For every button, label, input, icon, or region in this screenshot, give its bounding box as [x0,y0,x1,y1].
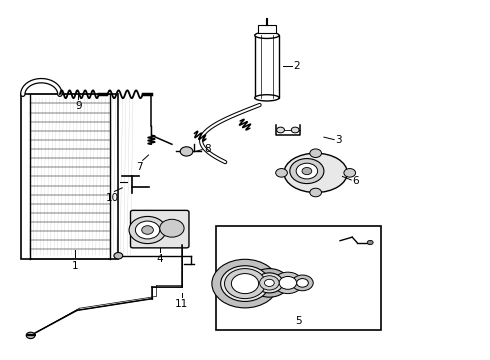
Text: 1: 1 [72,261,79,271]
Circle shape [260,276,279,290]
Circle shape [180,147,193,156]
Text: 2: 2 [294,61,300,71]
Bar [216,226,381,330]
Circle shape [277,127,285,133]
Text: 3: 3 [336,135,342,145]
Circle shape [310,149,321,157]
Circle shape [273,272,302,294]
Circle shape [160,219,184,237]
Text: 9: 9 [75,102,82,111]
Circle shape [344,168,356,177]
Bar [255,35,279,98]
Circle shape [142,226,153,234]
Text: 4: 4 [156,254,163,264]
Circle shape [276,168,288,177]
Circle shape [256,273,283,293]
FancyBboxPatch shape [130,210,189,248]
Ellipse shape [255,32,279,39]
Circle shape [114,252,122,259]
Circle shape [296,163,318,179]
Text: 6: 6 [353,176,359,186]
Circle shape [231,274,259,294]
Circle shape [291,127,299,133]
Circle shape [368,240,373,245]
Text: 11: 11 [175,299,188,309]
Text: 5: 5 [295,316,302,327]
Circle shape [129,216,166,244]
Circle shape [224,269,266,298]
Circle shape [302,167,312,175]
Ellipse shape [284,153,347,193]
Circle shape [26,332,35,339]
Circle shape [296,279,308,287]
Bar [21,94,118,258]
Text: 7: 7 [136,162,143,172]
Circle shape [279,276,296,289]
Circle shape [212,259,278,308]
Circle shape [135,221,160,239]
Circle shape [292,275,313,291]
Ellipse shape [255,95,279,101]
Text: 8: 8 [204,144,211,154]
Circle shape [265,279,274,287]
Circle shape [290,158,324,184]
Circle shape [250,269,289,297]
Text: 10: 10 [106,193,119,203]
Circle shape [310,188,321,197]
Circle shape [220,266,270,301]
Bar [258,25,276,33]
